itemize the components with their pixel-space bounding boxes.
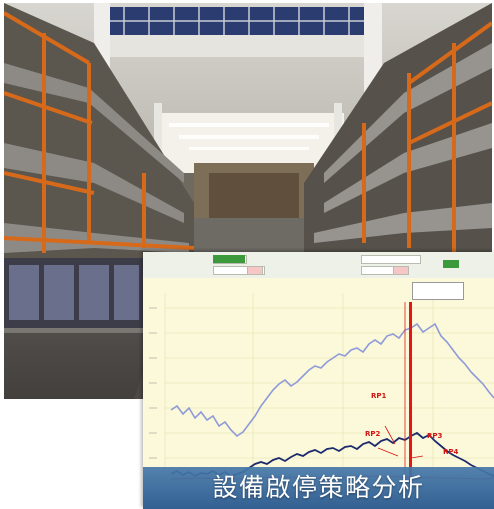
data-tooltip — [412, 282, 464, 300]
time-marker-bar — [409, 302, 412, 483]
device-field[interactable] — [213, 266, 265, 275]
color-swatch-2 — [393, 266, 409, 275]
chart-toolbar — [143, 252, 494, 278]
annotation-rp3: RP3 — [427, 432, 443, 440]
chart-plot-area — [143, 278, 494, 483]
trend-chart — [149, 293, 494, 483]
color-swatch-1 — [247, 266, 263, 275]
annotation-rp2: RP2 — [365, 430, 381, 438]
query-range-button[interactable] — [213, 255, 245, 263]
annotation-rp4: RP4 — [443, 448, 459, 456]
apply-button[interactable] — [443, 260, 459, 268]
end-time-field[interactable] — [361, 255, 421, 264]
caption-text: 設備啟停策略分析 — [212, 473, 425, 502]
y-axis-ticks — [149, 307, 157, 459]
caption-banner: 設備啟停策略分析 — [143, 467, 494, 509]
series-light-line — [170, 322, 494, 438]
annotation-arrows — [377, 425, 424, 459]
strategy-chart-window: RP1 RP2 RP3 RP4 — [143, 252, 494, 509]
annotation-rp1: RP1 — [371, 392, 387, 400]
